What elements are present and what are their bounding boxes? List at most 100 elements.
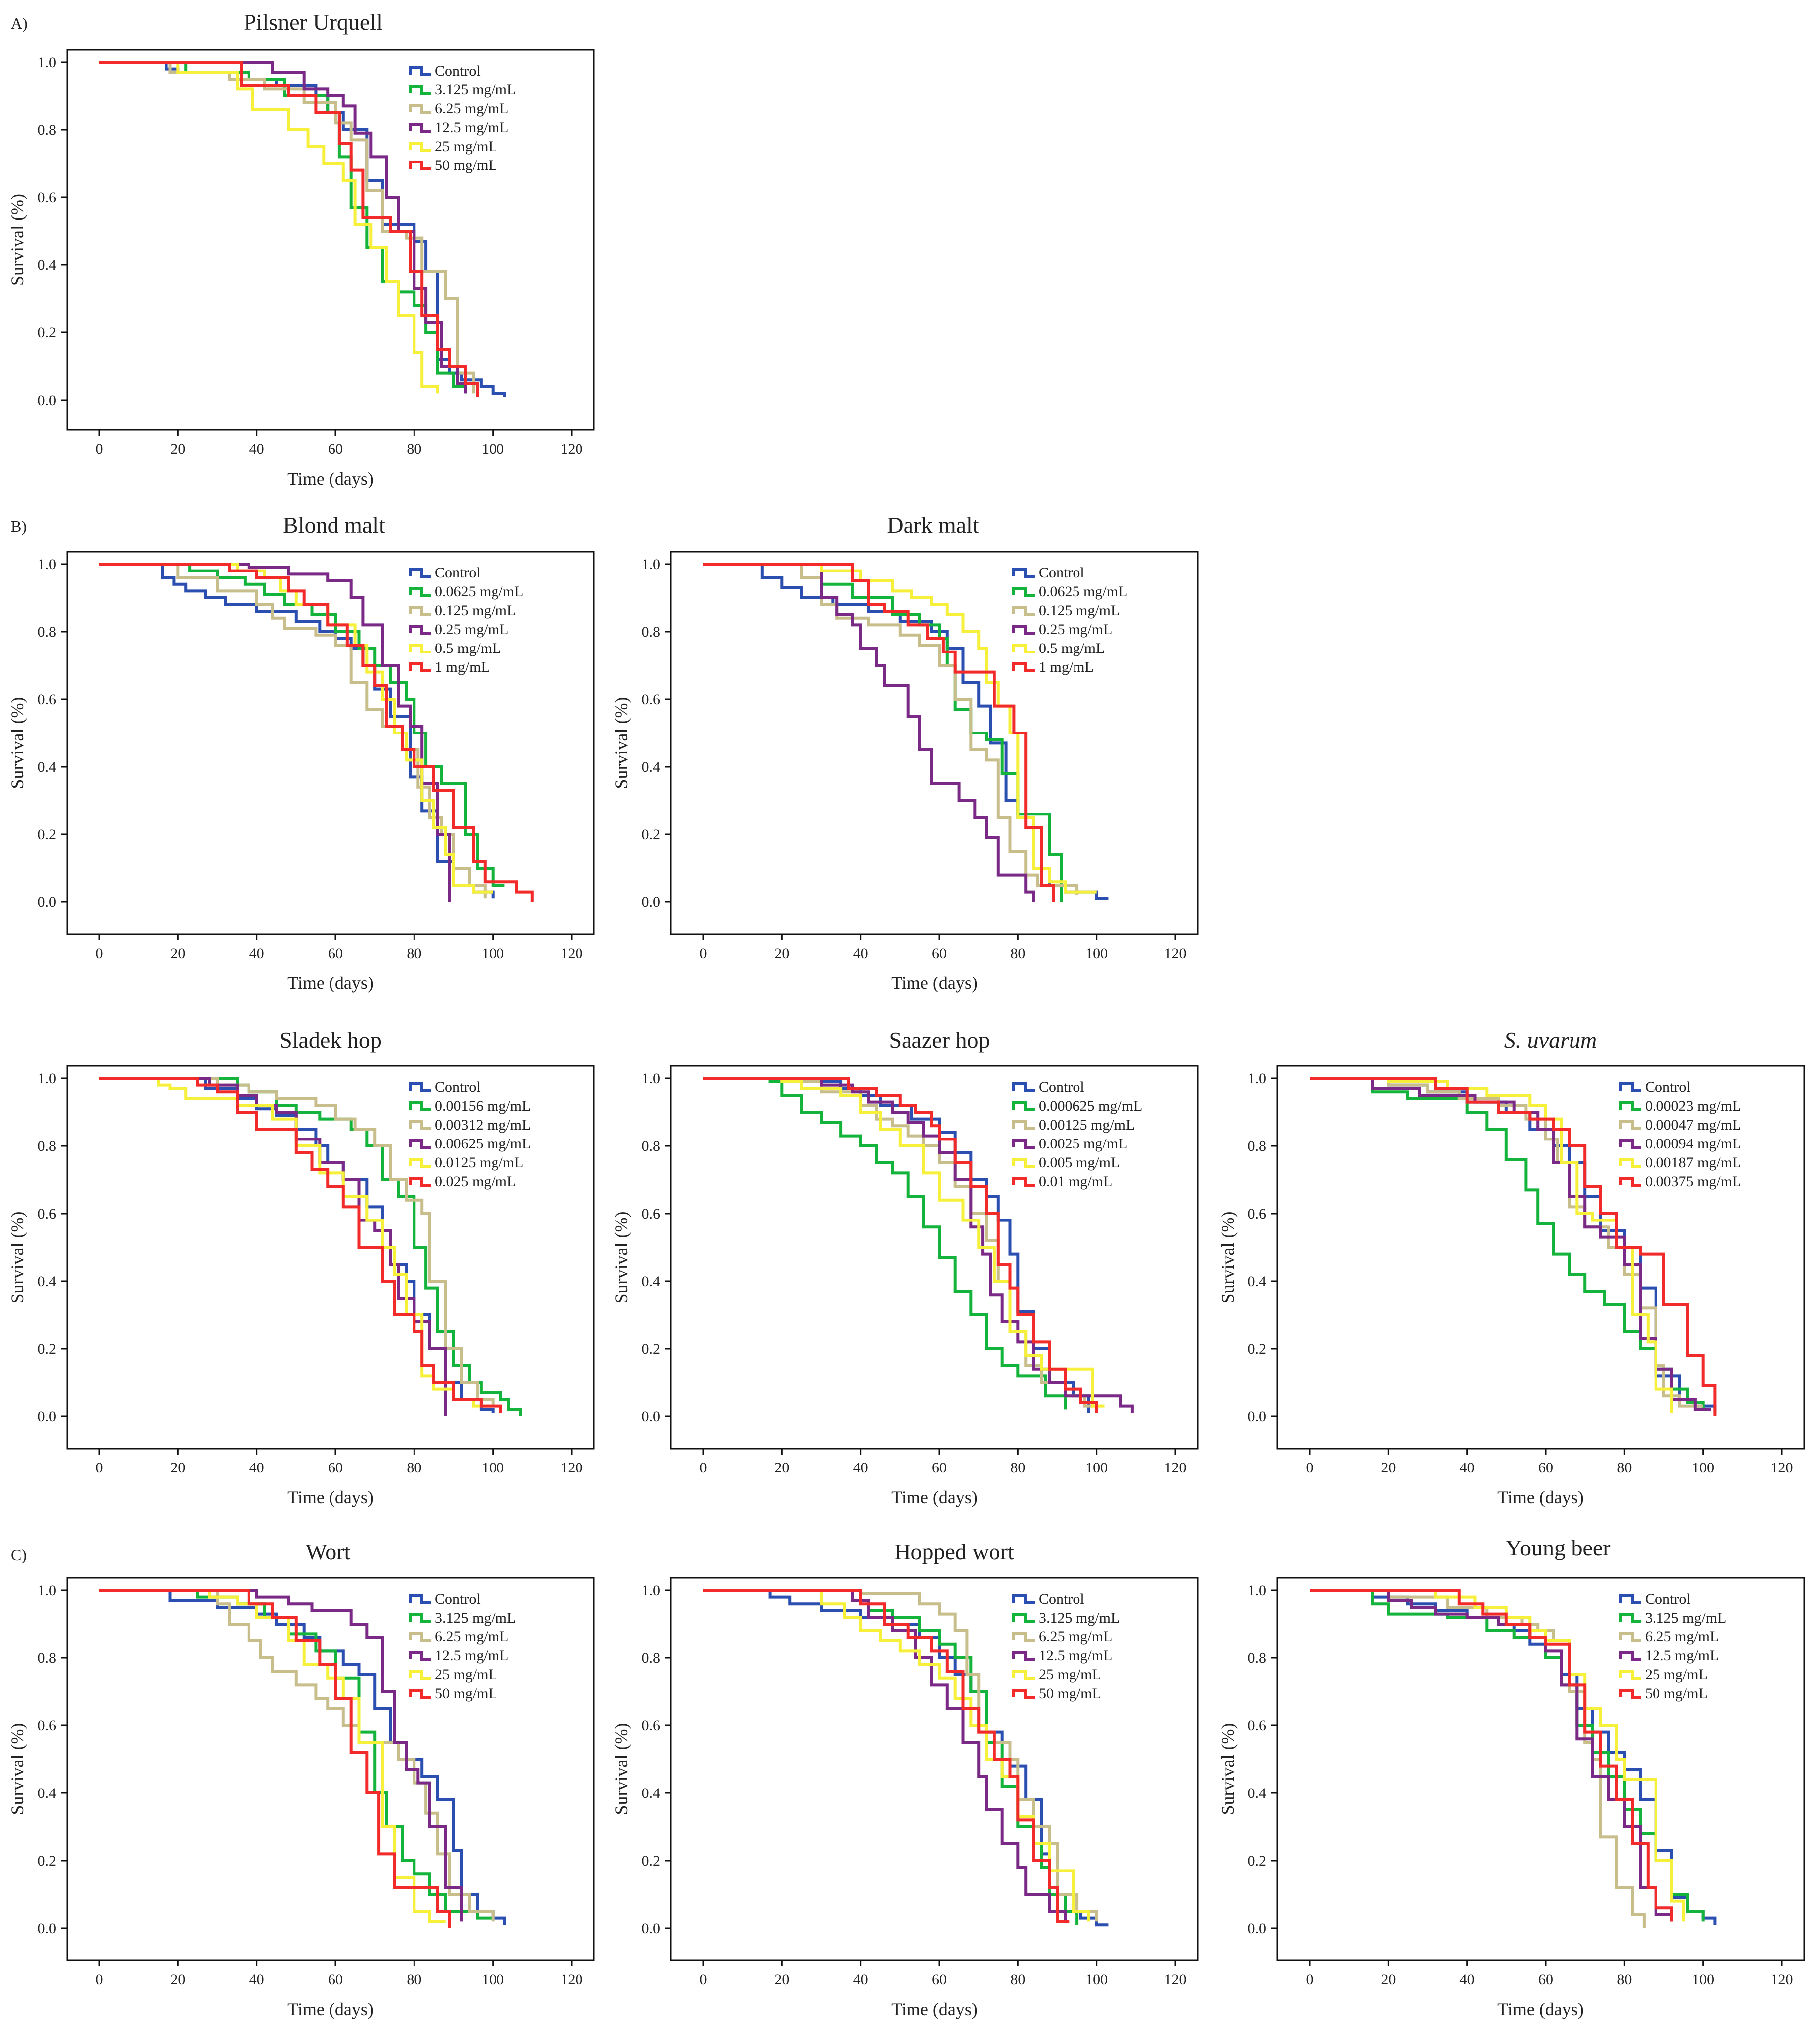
x-tick-label: 100	[1085, 1971, 1108, 1988]
survival-curve	[703, 563, 1055, 902]
legend-swatch	[1012, 1632, 1035, 1642]
legend-label: 3.125 mg/mL	[435, 81, 516, 98]
x-axis-label: Time (days)	[1497, 1999, 1584, 2019]
x-tick-label: 40	[853, 945, 868, 962]
x-axis-label: Time (days)	[891, 1999, 978, 2019]
legend-swatch	[1012, 1594, 1035, 1604]
x-tick-label: 60	[1538, 1971, 1553, 1988]
y-tick-label: 0.4	[38, 1273, 57, 1290]
legend-swatch	[409, 568, 431, 578]
x-tick-label: 100	[482, 1460, 504, 1476]
x-tick-label: 120	[561, 945, 583, 962]
x-tick-label: 120	[1164, 945, 1187, 962]
legend-swatch	[1012, 1689, 1035, 1699]
survival-curve	[99, 1077, 502, 1413]
y-tick-label: 0.6	[1248, 1206, 1267, 1222]
legend-swatch	[1619, 1101, 1641, 1111]
chart-panels: Pilsner Urquell 0 20 40 60 80 100 120 0.0 0.2 0.4 0…	[7, 9, 1805, 2019]
legend-label: Control	[435, 63, 481, 79]
survival-curve	[703, 1589, 1090, 1922]
x-axis-label: Time (days)	[287, 1999, 374, 2019]
legend-swatch	[409, 1632, 431, 1642]
chart-title: Saazer hop	[889, 1027, 990, 1053]
y-tick-label: 1.0	[642, 1070, 661, 1087]
chart-panel: Saazer hop 0 20 40 60 80 100 120 0.0 0.2 0.4 0.6 0.8…	[611, 1027, 1199, 1507]
x-axis-label: Time (days)	[287, 469, 374, 488]
legend-label: 0.01 mg/mL	[1039, 1173, 1112, 1190]
legend-swatch	[1619, 1594, 1641, 1604]
x-tick-label: 80	[407, 945, 421, 962]
x-tick-label: 80	[1010, 1460, 1025, 1476]
legend-swatch	[409, 1101, 431, 1111]
y-axis-label: Survival (%)	[611, 697, 631, 789]
legend-label: 0.00156 mg/mL	[435, 1098, 531, 1114]
y-tick-label: 0.6	[642, 691, 661, 708]
survival-curve	[99, 563, 495, 899]
legend-label: 0.00023 mg/mL	[1645, 1098, 1741, 1114]
legend-label: 0.25 mg/mL	[1039, 621, 1112, 638]
y-tick-label: 0.4	[642, 759, 661, 775]
chart-title: Sladek hop	[279, 1027, 382, 1053]
legend-swatch	[1012, 1082, 1035, 1092]
x-tick-label: 60	[932, 945, 947, 962]
x-tick-label: 100	[482, 1971, 504, 1988]
plot-frame	[1276, 1577, 1805, 1961]
x-tick-label: 80	[1617, 1971, 1632, 1988]
y-tick-label: 1.0	[642, 1582, 661, 1599]
legend-swatch	[1012, 1613, 1035, 1623]
legend-swatch	[1012, 625, 1035, 635]
legend-label: 0.125 mg/mL	[1039, 602, 1120, 619]
x-tick-label: 40	[1460, 1460, 1475, 1476]
x-tick-label: 20	[1381, 1460, 1396, 1476]
y-tick-label: 0.0	[1248, 1920, 1267, 1937]
legend-swatch	[1012, 1101, 1035, 1111]
x-tick-label: 40	[249, 441, 264, 457]
survival-curve	[703, 1077, 1098, 1413]
x-tick-label: 80	[1617, 1460, 1632, 1476]
y-tick-label: 0.0	[642, 1920, 661, 1937]
legend-label: 3.125 mg/mL	[1039, 1610, 1120, 1626]
y-tick-label: 0.2	[642, 1341, 661, 1357]
x-axis-label: Time (days)	[891, 973, 978, 993]
x-tick-label: 80	[407, 1971, 421, 1988]
y-axis-label: Survival (%)	[7, 194, 27, 286]
y-tick-label: 0.4	[1248, 1785, 1267, 1801]
chart-title: Blond malt	[283, 512, 385, 538]
legend-swatch	[409, 644, 431, 653]
legend-label: 12.5 mg/mL	[435, 119, 508, 136]
x-tick-label: 20	[1381, 1971, 1396, 1988]
chart-panel: Hopped wort 0 20 40 60 80 100 120 0.0 0.2 0.4 0.6 0.…	[611, 1539, 1199, 2019]
plot-frame	[1276, 1065, 1805, 1450]
legend-swatch	[1012, 644, 1035, 653]
survival-curve	[99, 563, 505, 887]
legend-swatch	[409, 1613, 431, 1623]
legend-swatch	[1012, 587, 1035, 597]
x-tick-label: 100	[482, 441, 504, 457]
x-tick-label: 60	[328, 1971, 343, 1988]
legend-swatch	[409, 1594, 431, 1604]
y-tick-label: 0.8	[38, 1138, 57, 1154]
x-tick-label: 0	[96, 945, 103, 962]
legend-swatch	[409, 1139, 431, 1149]
survival-curve	[703, 1077, 1134, 1413]
section-label-a: A)	[11, 14, 28, 32]
plot-frame	[670, 1577, 1199, 1961]
legend-label: 25 mg/mL	[435, 138, 497, 155]
x-tick-label: 0	[1306, 1460, 1314, 1476]
section-label-c: C)	[11, 1546, 27, 1564]
y-tick-label: 0.6	[642, 1206, 661, 1222]
legend-swatch	[1012, 568, 1035, 578]
chart-title: Pilsner Urquell	[244, 9, 383, 35]
legend-swatch	[409, 606, 431, 616]
x-tick-label: 60	[328, 441, 343, 457]
y-tick-label: 1.0	[38, 54, 57, 71]
legend-swatch	[409, 123, 431, 133]
x-tick-label: 40	[249, 1460, 264, 1476]
chart-panel: Dark malt 0 20 40 60 80 100 120 0.0 0.2 0.4 0.6 0.8 1…	[611, 512, 1199, 993]
y-tick-label: 0.4	[642, 1785, 661, 1801]
x-tick-label: 80	[1010, 1971, 1025, 1988]
legend-label: 0.5 mg/mL	[1039, 640, 1105, 656]
legend-label: 0.005 mg/mL	[1039, 1154, 1120, 1171]
x-tick-label: 20	[774, 945, 789, 962]
x-tick-label: 80	[1010, 945, 1025, 962]
